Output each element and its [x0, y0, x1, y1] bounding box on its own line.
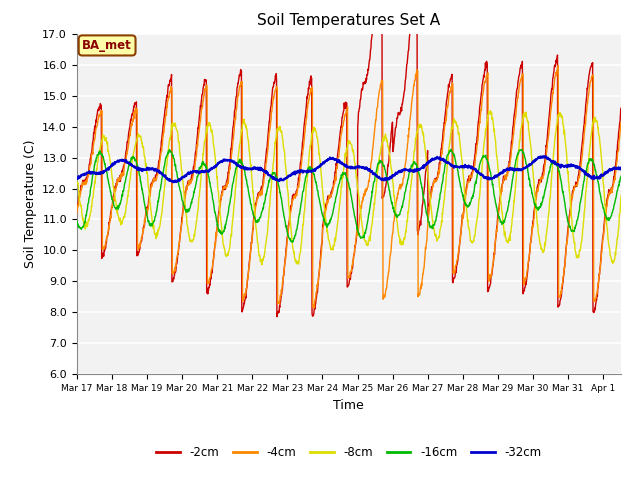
Legend: -2cm, -4cm, -8cm, -16cm, -32cm: -2cm, -4cm, -8cm, -16cm, -32cm [151, 442, 547, 464]
Title: Soil Temperatures Set A: Soil Temperatures Set A [257, 13, 440, 28]
X-axis label: Time: Time [333, 399, 364, 412]
Y-axis label: Soil Temperature (C): Soil Temperature (C) [24, 140, 36, 268]
Text: BA_met: BA_met [82, 39, 132, 52]
